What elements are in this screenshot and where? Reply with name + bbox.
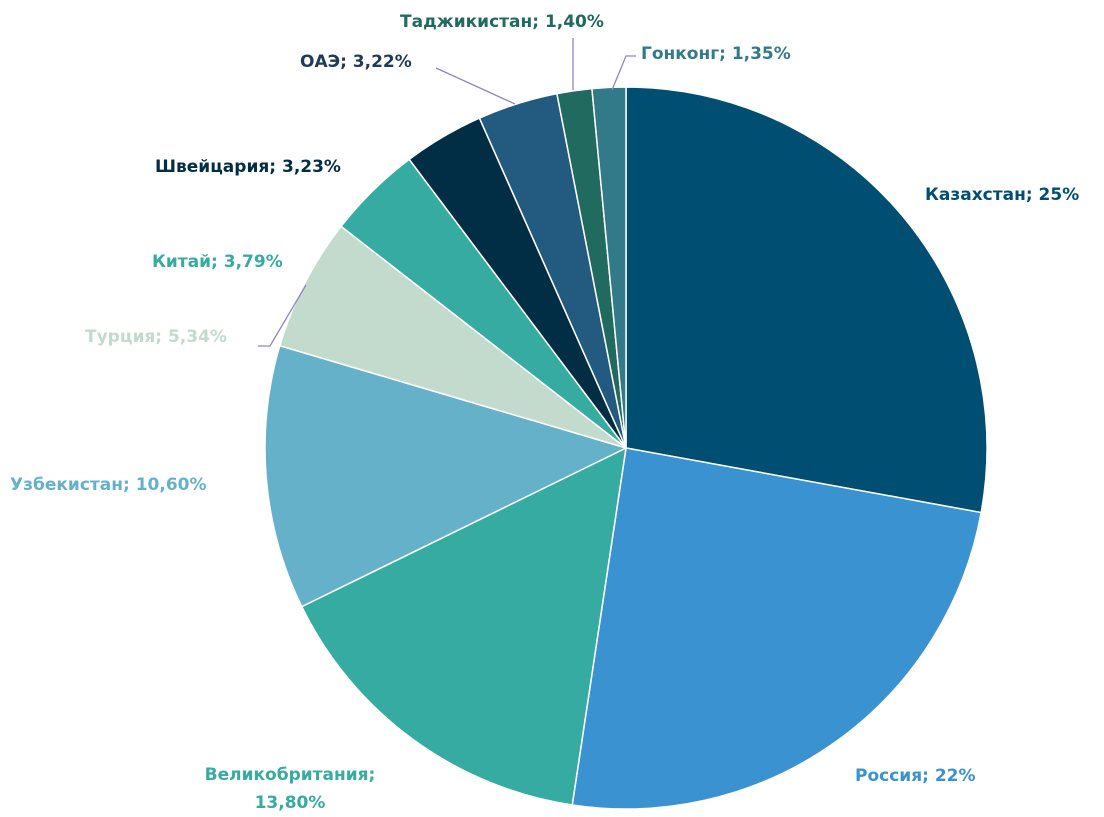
data-label: Швейцария; 3,23% <box>155 157 341 177</box>
leader-line <box>611 55 636 91</box>
pie-slice: Россия <box>571 447 983 810</box>
pie-slice: Турция <box>278 225 627 449</box>
pie-slice: Казахстан <box>625 86 988 514</box>
slices: КазахстанРоссияВеликобританияУзбекистанТ… <box>264 86 988 810</box>
data-label: ОАЭ; 3,22% <box>300 52 412 72</box>
data-label: Россия; 22% <box>855 766 976 786</box>
leader-lines <box>258 38 636 347</box>
data-label: Турция; 5,34% <box>85 327 227 347</box>
data-label: Казахстан; 25% <box>925 185 1080 205</box>
pie-slice: Гонконг <box>591 86 627 449</box>
data-label: Узбекистан; 10,60% <box>10 475 207 495</box>
leader-line <box>258 284 307 347</box>
data-label: Китай; 3,79% <box>152 252 283 272</box>
leader-line <box>435 67 516 105</box>
data-label: Великобритания; 13,80% <box>204 765 376 813</box>
pie-slice: Узбекистан <box>264 344 629 608</box>
pie-slice: Великобритания <box>300 446 627 806</box>
data-label: Таджикистан; 1,40% <box>400 12 604 32</box>
data-label: Гонконг; 1,35% <box>641 44 791 64</box>
